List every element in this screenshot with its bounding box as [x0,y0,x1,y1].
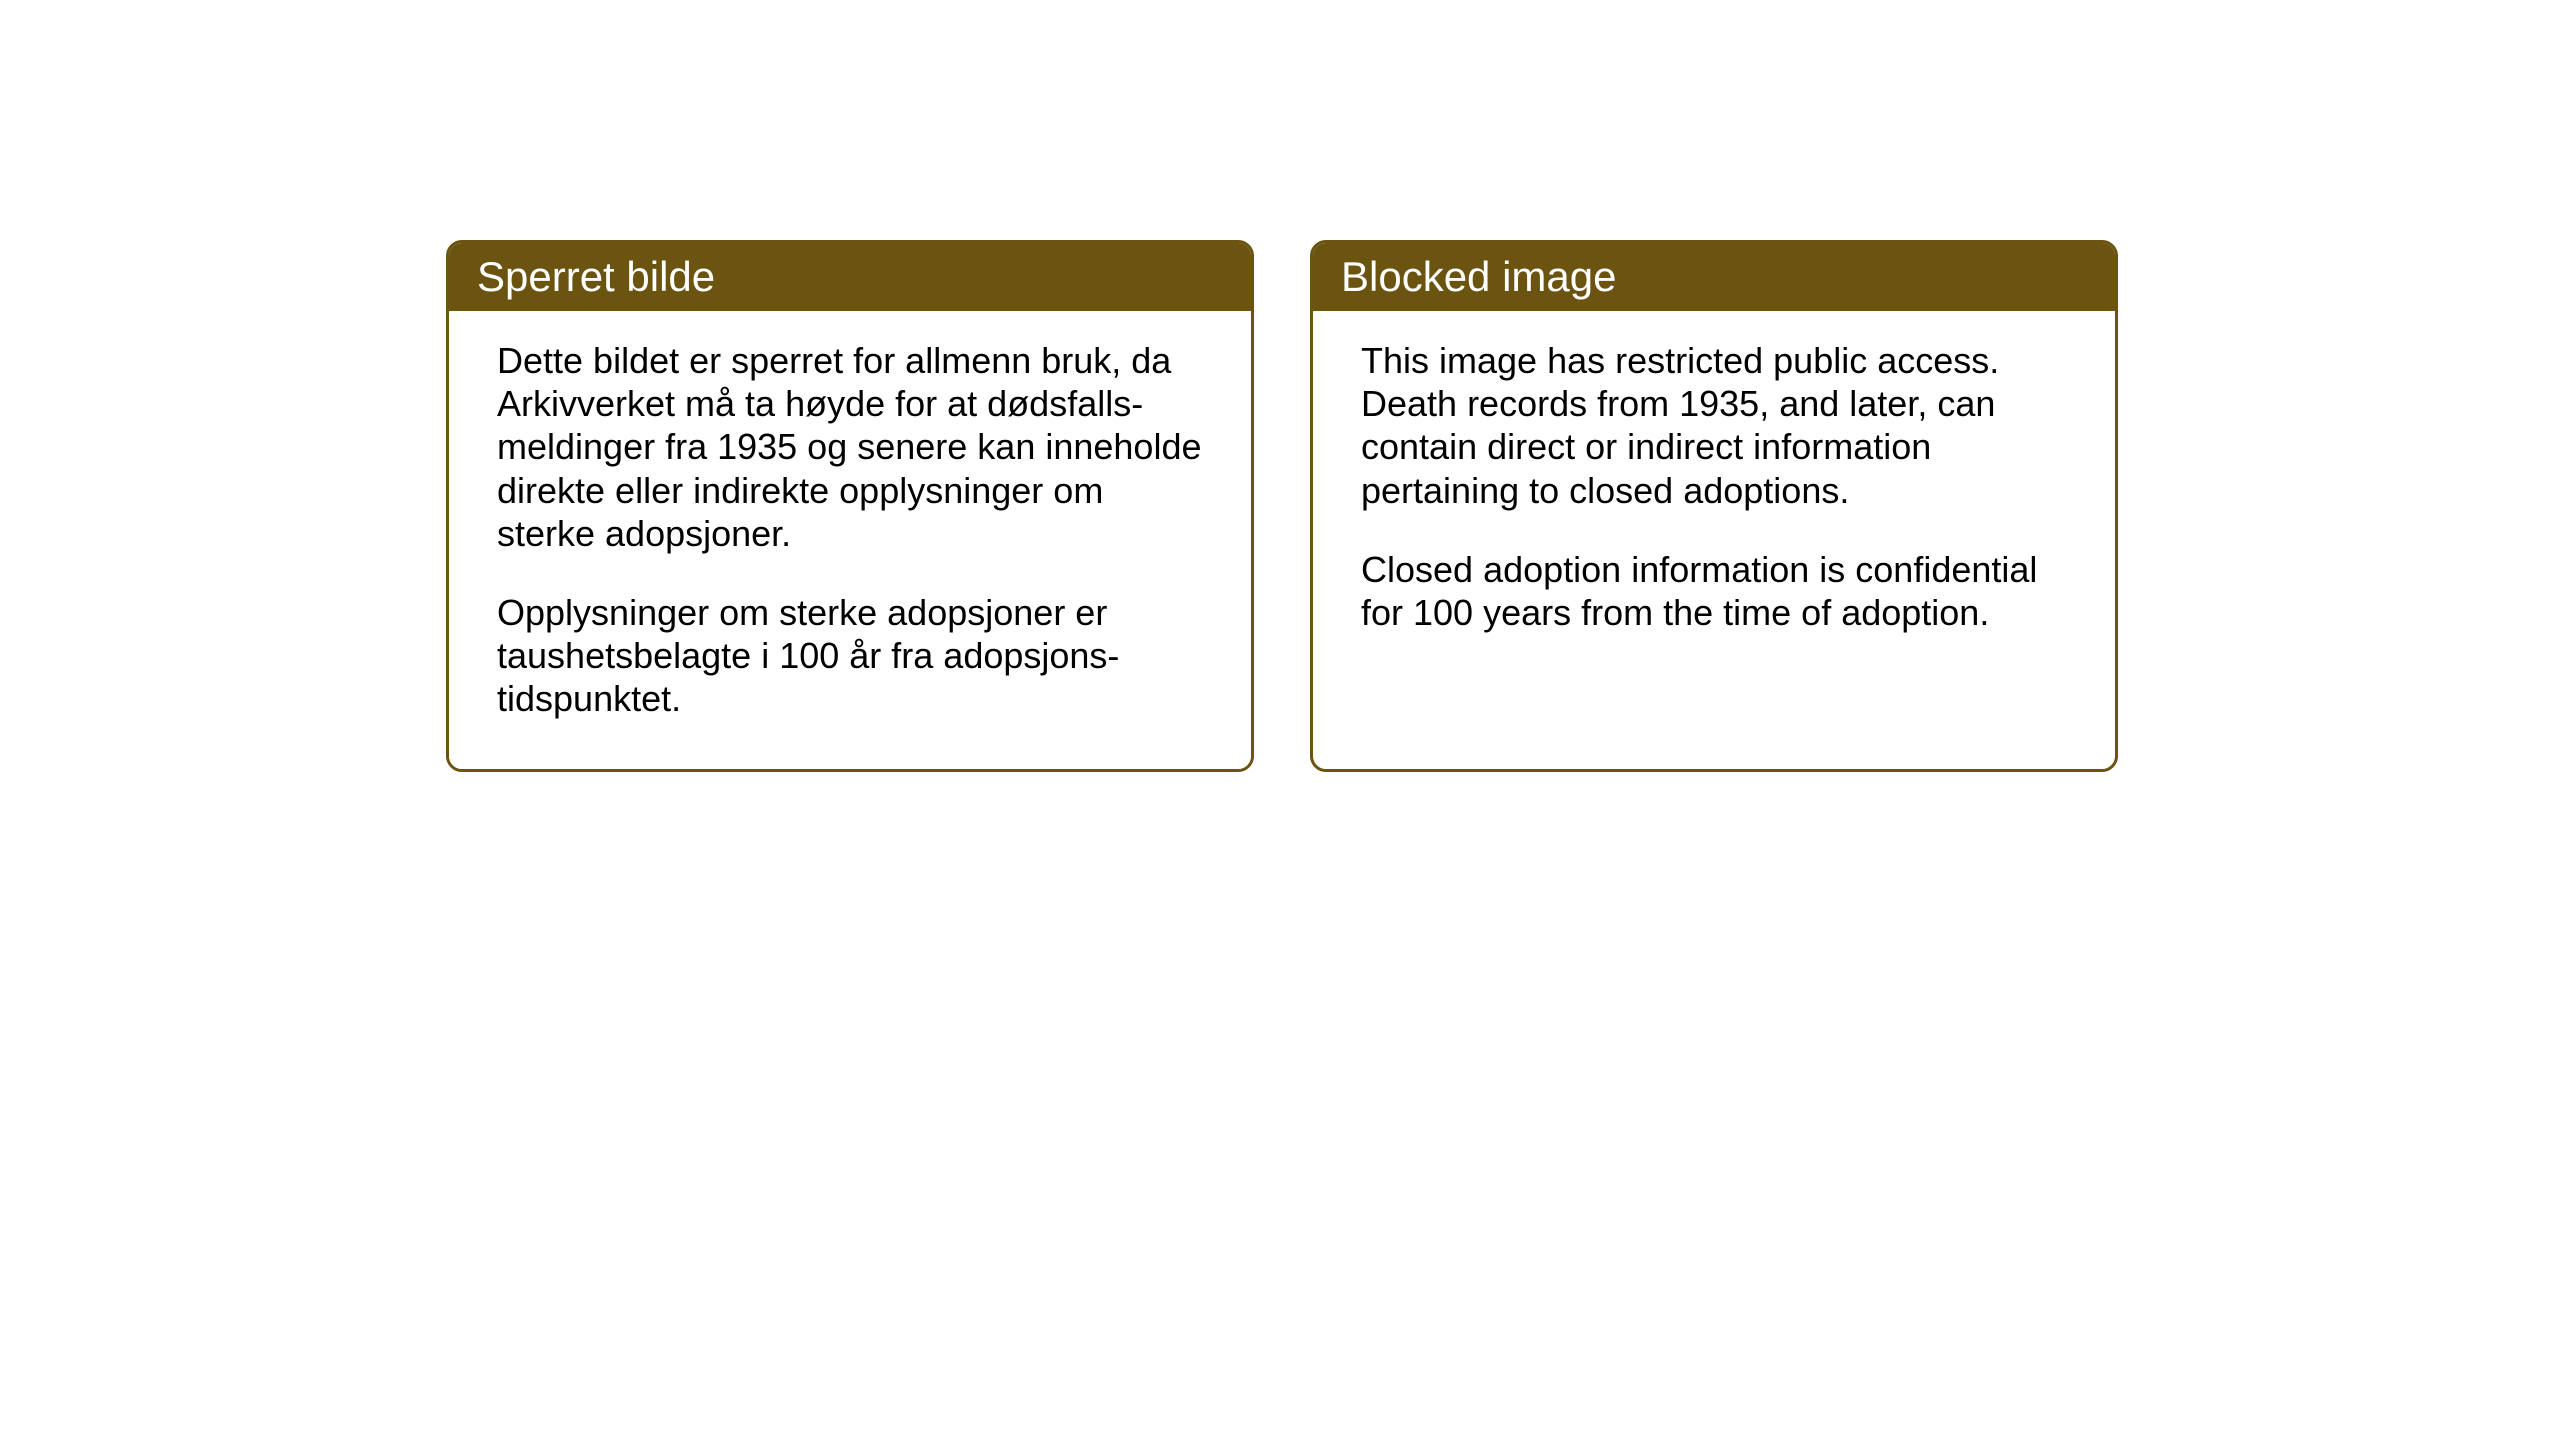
norwegian-paragraph-2: Opplysninger om sterke adopsjoner er tau… [497,591,1203,721]
english-card-title: Blocked image [1313,243,2115,311]
norwegian-notice-card: Sperret bilde Dette bildet er sperret fo… [446,240,1254,772]
english-card-body: This image has restricted public access.… [1313,311,2115,682]
norwegian-card-title: Sperret bilde [449,243,1251,311]
english-paragraph-2: Closed adoption information is confident… [1361,548,2067,634]
norwegian-paragraph-1: Dette bildet er sperret for allmenn bruk… [497,339,1203,555]
norwegian-card-body: Dette bildet er sperret for allmenn bruk… [449,311,1251,769]
notice-container: Sperret bilde Dette bildet er sperret fo… [446,240,2118,772]
english-paragraph-1: This image has restricted public access.… [1361,339,2067,512]
english-notice-card: Blocked image This image has restricted … [1310,240,2118,772]
